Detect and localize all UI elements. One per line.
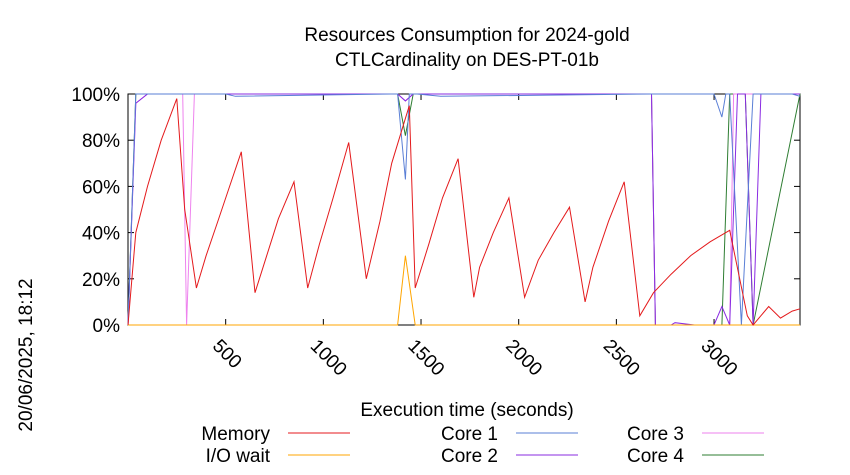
legend-label: Core 2 xyxy=(441,446,498,467)
series-line-core-1 xyxy=(127,93,801,326)
legend-label: Core 3 xyxy=(627,424,684,445)
y-tick-label: 0% xyxy=(93,316,121,337)
series-line-i-o-wait xyxy=(128,255,800,326)
series-line-memory xyxy=(127,98,801,326)
y-tick-label: 80% xyxy=(82,131,120,152)
x-tick-label: 500 xyxy=(208,336,245,373)
y-tick-label: 60% xyxy=(82,177,120,198)
x-axis-label: Execution time (seconds) xyxy=(360,400,573,421)
chart-title: Resources Consumption for 2024-gold xyxy=(304,25,629,46)
chart-subtitle: CTLCardinality on DES-PT-01b xyxy=(335,50,599,71)
timestamp: 20/06/2025, 18:12 xyxy=(16,278,37,431)
legend-label: Memory xyxy=(201,424,270,445)
y-tick-label: 100% xyxy=(71,85,120,106)
legend-label: Core 4 xyxy=(627,446,684,467)
x-tick-label: 3000 xyxy=(697,336,742,381)
plot-area: 0% 20% 40% 60% 80% 100% 500 1000 1500 2000 2500 300… xyxy=(71,85,801,381)
y-tick-label: 20% xyxy=(82,270,120,291)
y-tick-label: 40% xyxy=(82,224,120,245)
legend-label: Core 1 xyxy=(441,424,498,445)
legend-label: I/O wait xyxy=(206,446,271,467)
x-tick-label: 1000 xyxy=(306,336,351,381)
x-tick-label: 1500 xyxy=(403,336,448,381)
x-tick-label: 2000 xyxy=(501,336,546,381)
x-tick-label: 2500 xyxy=(599,336,644,381)
